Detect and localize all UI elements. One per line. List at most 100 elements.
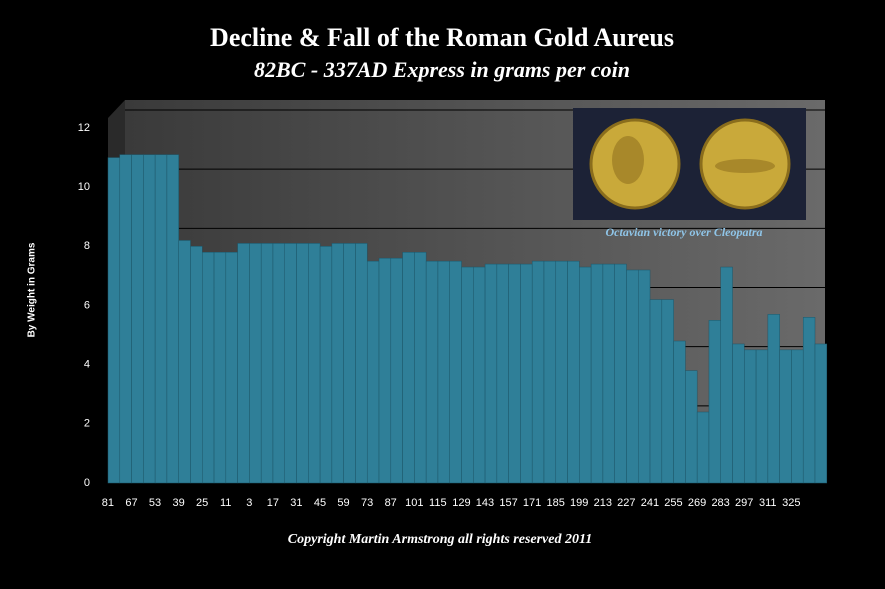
- bar: [425, 260, 439, 484]
- x-tick-label: 157: [499, 497, 517, 509]
- bar: [213, 252, 227, 484]
- x-tick-label: 311: [759, 497, 777, 509]
- x-tick-label: 31: [290, 497, 302, 509]
- x-tick-label: 87: [385, 497, 397, 509]
- bar: [579, 266, 592, 484]
- bar: [531, 260, 545, 484]
- x-tick-label: 325: [782, 497, 800, 509]
- bar: [355, 243, 368, 484]
- bar: [225, 252, 238, 484]
- bar: [119, 154, 132, 484]
- bar: [649, 299, 663, 484]
- image-caption: Octavian victory over Cleopatra: [606, 225, 763, 239]
- bar: [520, 263, 533, 484]
- chart-title: Decline & Fall of the Roman Gold Aureus: [210, 23, 674, 52]
- bar: [390, 257, 403, 484]
- x-tick-label: 59: [337, 497, 349, 509]
- bar: [755, 349, 769, 484]
- x-tick-label: 255: [664, 497, 682, 509]
- x-tick-label: 101: [405, 497, 423, 509]
- bar: [732, 343, 745, 484]
- x-tick-label: 199: [570, 497, 588, 509]
- bar: [107, 157, 121, 484]
- x-tick-label: 269: [688, 497, 706, 509]
- bar: [249, 243, 262, 484]
- bar: [343, 243, 356, 484]
- y-tick-label: 10: [78, 181, 90, 193]
- footer: Copyright Martin Armstrong all rights re…: [288, 532, 592, 547]
- x-tick-label: 143: [476, 497, 494, 509]
- bar: [131, 154, 144, 484]
- bar: [378, 257, 392, 484]
- bar: [614, 263, 627, 484]
- bar: [202, 252, 215, 484]
- x-tick-label: 283: [711, 497, 729, 509]
- bar: [319, 246, 333, 484]
- bar: [708, 320, 721, 484]
- bar: [626, 269, 639, 484]
- bar: [284, 243, 297, 484]
- bar: [331, 243, 344, 484]
- bar: [638, 269, 651, 484]
- bar: [237, 243, 250, 484]
- bar: [496, 263, 509, 484]
- x-tick-label: 17: [267, 497, 279, 509]
- bar: [414, 252, 427, 484]
- x-tick-label: 67: [125, 497, 137, 509]
- bar: [673, 340, 686, 484]
- bar: [661, 299, 674, 484]
- x-tick-label: 3: [246, 497, 252, 509]
- bar: [473, 266, 486, 484]
- bars: [107, 154, 828, 484]
- bar: [555, 260, 568, 484]
- bar: [508, 263, 521, 484]
- x-tick-label: 115: [429, 497, 447, 509]
- bar: [366, 260, 380, 484]
- x-tick-label: 39: [172, 497, 184, 509]
- bar: [154, 154, 168, 484]
- x-tick-label: 297: [735, 497, 753, 509]
- bar: [767, 314, 780, 484]
- coin-image: [573, 108, 806, 220]
- bar: [543, 260, 557, 484]
- bar: [449, 260, 462, 484]
- x-tick-label: 53: [149, 497, 161, 509]
- bar: [437, 260, 450, 484]
- chart-subtitle: 82BC - 337AD Express in grams per coin: [254, 57, 630, 82]
- x-tick-label: 81: [102, 497, 114, 509]
- y-tick-label: 6: [84, 299, 90, 311]
- y-tick-label: 4: [84, 359, 90, 371]
- bar: [567, 260, 580, 484]
- x-tick-label: 25: [196, 497, 208, 509]
- x-tick-label: 73: [361, 497, 373, 509]
- bar: [685, 370, 698, 484]
- bar: [272, 243, 286, 484]
- bar: [744, 349, 757, 484]
- x-tick-label: 45: [314, 497, 326, 509]
- x-tick-label: 241: [641, 497, 659, 509]
- x-tick-label: 227: [617, 497, 635, 509]
- bar: [296, 243, 309, 484]
- bar: [178, 240, 191, 484]
- bar: [696, 411, 710, 484]
- bar: [260, 243, 274, 484]
- bar: [461, 266, 474, 484]
- x-tick-label: 171: [523, 497, 541, 509]
- bar: [308, 243, 321, 484]
- bar: [484, 263, 498, 484]
- bar: [791, 349, 804, 484]
- bar: [190, 246, 203, 484]
- x-tick-label: 129: [452, 497, 470, 509]
- y-axis-label: By Weight in Grams: [27, 242, 38, 337]
- bar: [802, 317, 816, 484]
- bar: [779, 349, 792, 484]
- x-tick-label: 185: [546, 497, 564, 509]
- bar: [590, 263, 604, 484]
- y-tick-label: 12: [78, 122, 90, 134]
- bar: [814, 343, 828, 484]
- y-tick-label: 0: [84, 477, 90, 489]
- bar: [720, 266, 733, 484]
- y-tick-label: 2: [84, 418, 90, 430]
